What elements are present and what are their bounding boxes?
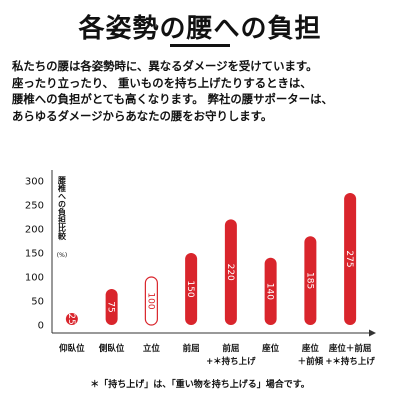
bar (185, 253, 198, 325)
description-line: あらゆるダメージからあなたの腰をお守りします。 (12, 108, 273, 123)
bar-value-label: 140 (265, 283, 275, 300)
x-axis-arrow-icon (369, 329, 376, 337)
x-category-label: 立位 (143, 343, 161, 354)
y-tick-label: 200 (25, 225, 44, 236)
title-underline (170, 44, 230, 47)
description: 私たちの腰は各姿勢時に、異なるダメージを受けています。 座ったり立ったり、 重い… (12, 58, 392, 124)
y-tick-label: 300 (25, 177, 44, 188)
y-tick-label: 150 (25, 249, 44, 260)
bar-value-label: 185 (304, 272, 314, 289)
x-category-sublabel: +＊持ち上げ (325, 356, 375, 367)
y-axis-label: 腰椎への負担比較 (57, 175, 67, 241)
x-category-label: 前屈 (222, 343, 239, 354)
x-category-label: 座位＋前屈 (328, 343, 372, 354)
bar (105, 289, 118, 325)
y-tick-label: 100 (25, 273, 44, 284)
x-category-sublabel: ＋前傾 (298, 356, 324, 367)
bar-value-label: 150 (185, 280, 195, 297)
description-line: 私たちの腰は各姿勢時に、異なるダメージを受けています。 (12, 59, 318, 73)
bar-value-label: 220 (225, 264, 235, 281)
bar (144, 276, 158, 326)
y-tick-label: 0 (38, 321, 44, 332)
x-category-label: 座位 (261, 343, 280, 354)
bar (304, 236, 317, 325)
bar-value-label: 75 (106, 301, 116, 312)
y-axis-unit: (%) (57, 252, 67, 259)
x-category-label: 座位 (301, 343, 320, 354)
bar (224, 219, 237, 325)
x-category-sublabel: +＊持ち上げ (206, 356, 256, 367)
bar-value-label: 25 (66, 313, 76, 324)
bar (264, 257, 277, 325)
description-line: 腰椎への負担がとても高くなります。 弊社の腰サポーターは、 (12, 92, 333, 106)
footnote: ＊「持ち上げ」は、「重い物を持ち上げる」場合です。 (90, 380, 310, 390)
x-category-label: 仰臥位 (59, 343, 85, 354)
bar (344, 193, 357, 325)
y-tick-label: 50 (31, 297, 44, 308)
bar (65, 313, 78, 325)
bars: 25 75 100 150 220 140 185 275 (65, 193, 357, 326)
x-category-label: 側臥位 (98, 343, 125, 354)
y-axis-ticks: 0 50 100 150 200 250 300 (25, 177, 44, 332)
y-tick-label: 250 (25, 201, 44, 212)
bar-value-label: 275 (344, 250, 354, 267)
page-title: 各姿勢の腰への負担 (78, 14, 322, 44)
description-line: 座ったり立ったり、 重いものを持ち上げたりするときは、 (12, 75, 312, 90)
x-category-label: 前屈 (183, 343, 200, 354)
bar-value-label: 100 (145, 292, 155, 309)
